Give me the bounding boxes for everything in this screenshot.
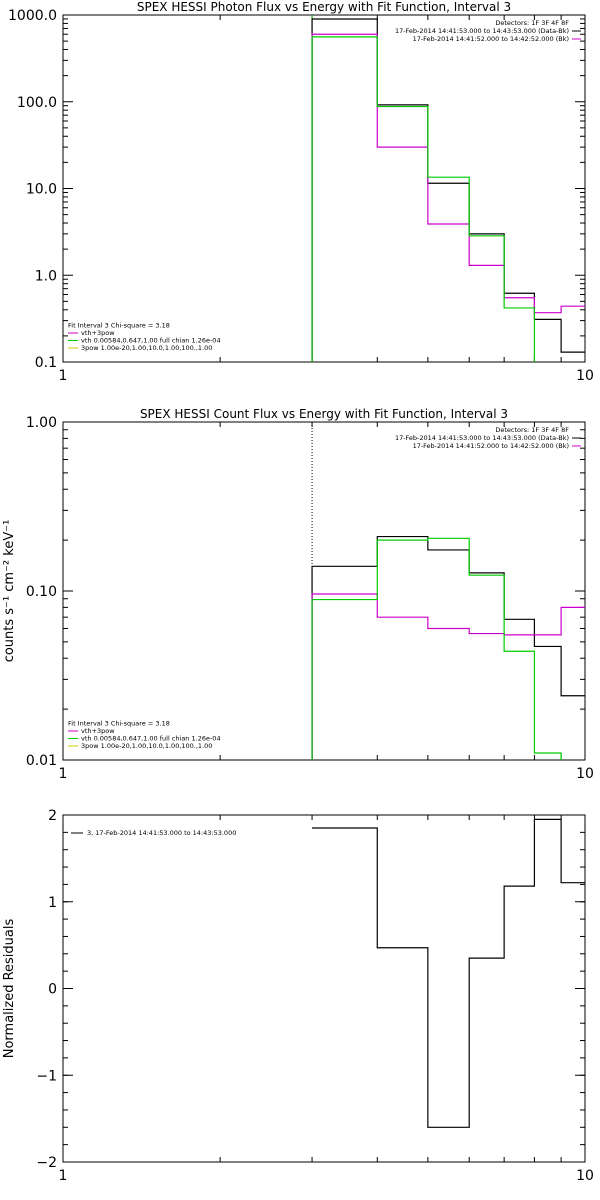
legend-entry: 17-Feb-2014 14:41:53.000 to 14:43:53.000… xyxy=(395,434,569,442)
legend-entry: Detectors: 1F 3F 4F 8F xyxy=(495,426,569,434)
y-tick-label: 1.00 xyxy=(26,415,57,431)
legend-entry: 17-Feb-2014 14:41:52.000 to 14:42:52.000… xyxy=(413,35,569,43)
y-tick-label: 0.10 xyxy=(26,584,57,600)
y-tick-label: 2 xyxy=(48,808,57,824)
y-tick-label: 10.0 xyxy=(26,182,57,198)
y-tick-label: 0 xyxy=(48,982,57,998)
legend-entry: 3, 17-Feb-2014 14:41:53.000 to 14:43:53.… xyxy=(87,829,236,837)
x-tick-label: 1 xyxy=(59,1168,68,1184)
y-tick-label: 0.01 xyxy=(26,753,57,769)
series-line-2 xyxy=(311,537,562,760)
plot-frame xyxy=(62,421,586,761)
legend-entry: Detectors: 1F 3F 4F 8F xyxy=(495,19,569,27)
series-line-0 xyxy=(312,818,585,1128)
y-tick-label: 100.0 xyxy=(17,95,57,111)
plot-frame xyxy=(62,814,586,1163)
x-tick-label: 10 xyxy=(576,368,594,384)
x-tick-label: 1 xyxy=(59,766,68,782)
x-tick-label: 1 xyxy=(59,368,68,384)
legend-entry: 17-Feb-2014 14:41:53.000 to 14:43:53.000… xyxy=(395,27,569,35)
series-line-1 xyxy=(311,593,585,760)
y-tick-label: 1000.0 xyxy=(8,8,57,24)
y-axis-label: counts s⁻¹ cm⁻² keV⁻¹ xyxy=(2,520,17,663)
series-line-2 xyxy=(311,36,536,362)
x-tick-label: 10 xyxy=(576,766,594,782)
y-tick-label: 1.0 xyxy=(35,268,57,284)
legend-entry: vth+3pow xyxy=(81,329,115,337)
y-tick-label: −1 xyxy=(36,1068,57,1084)
legend-entry: vth 0.00584,0.647,1.00 full chian 1.26e-… xyxy=(81,337,221,345)
legend-entry: Fit Interval 3 Chi-square = 3.18 xyxy=(68,720,170,728)
count-flux-panel: SPEX HESSI Count Flux vs Energy with Fit… xyxy=(2,407,594,782)
legend-entry: vth 0.00584,0.647,1.00 full chian 1.26e-… xyxy=(81,735,221,743)
legend-entry: vth+3pow xyxy=(81,727,115,735)
y-tick-label: −2 xyxy=(36,1155,57,1171)
y-tick-label: 1 xyxy=(48,895,57,911)
legend-entry: 17-Feb-2014 14:41:52.000 to 14:42:52.000… xyxy=(413,442,569,450)
legend-entry: 3pow 1.00e-20,1.00,10.0,1.00,100.,1.00 xyxy=(81,742,212,750)
residuals-panel: −2 −1 0 1 2 1 10 Normalized Residuals 3, 17-Feb-… xyxy=(2,808,594,1184)
legend-entry: Fit Interval 3 Chi-square = 3.18 xyxy=(68,322,170,330)
photon-flux-panel: SPEX HESSI Photon Flux vs Energy with Fi… xyxy=(8,0,594,384)
y-axis-label: Normalized Residuals xyxy=(2,919,17,1059)
x-tick-label: 10 xyxy=(576,1168,594,1184)
plot-frame xyxy=(62,14,586,363)
series-line-0 xyxy=(311,535,585,760)
chart-title: SPEX HESSI Photon Flux vs Energy with Fi… xyxy=(137,0,511,14)
series-line-0 xyxy=(311,18,585,362)
series-line-1 xyxy=(311,33,585,362)
legend-entry: 3pow 1.00e-20,1.00,10.0,1.00,100.,1.00 xyxy=(81,344,212,352)
y-tick-label: 0.1 xyxy=(35,355,57,371)
chart-title: SPEX HESSI Count Flux vs Energy with Fit… xyxy=(140,407,508,421)
